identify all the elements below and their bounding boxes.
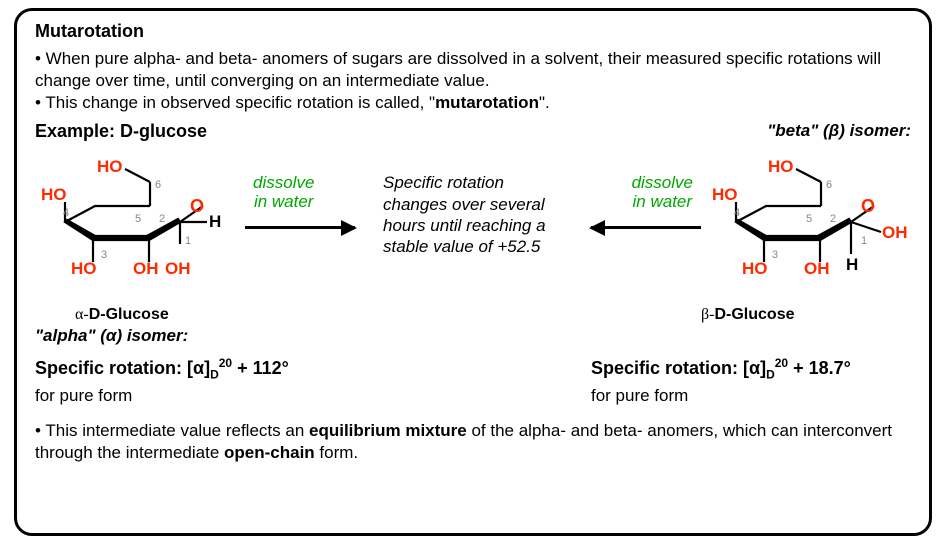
svg-text:1: 1 (185, 235, 191, 247)
svg-text:O: O (190, 196, 204, 216)
alpha-spec-sup: 20 (219, 356, 232, 370)
alpha-prefix: α- (75, 306, 89, 323)
footer-bullet: • This intermediate value reflects an eq… (35, 420, 911, 464)
alpha-spec-rotation: Specific rotation: [α]D20 + 112° (35, 356, 289, 382)
footer-post: form. (315, 443, 358, 462)
svg-text:4: 4 (734, 207, 740, 219)
dissolve-text-left: dissolve in water (253, 173, 314, 211)
content-frame: Mutarotation • When pure alpha- and beta… (14, 8, 932, 536)
arrow-left (245, 226, 355, 229)
svg-text:OH: OH (133, 259, 159, 278)
beta-spec-sym: [α] (743, 358, 766, 378)
beta-prefix: β- (701, 306, 714, 323)
left-mol-labels: α-D-Glucose "alpha" (α) isomer: (35, 304, 295, 346)
alpha-spec-sub: D (210, 368, 219, 382)
alpha-isomer-label: "alpha" (α) isomer: (35, 326, 295, 346)
svg-text:H: H (846, 255, 858, 274)
svg-text:4: 4 (63, 207, 69, 219)
alpha-spec-num: + 112° (232, 358, 289, 378)
bullet-2-bold: mutarotation (435, 93, 539, 112)
bullet-2-post: ". (539, 93, 550, 112)
beta-spec-rotation: Specific rotation: [α]D20 + 18.7° (591, 356, 911, 382)
arrow-right (591, 226, 701, 229)
svg-text:H: H (209, 212, 221, 231)
alpha-spec-prefix: Specific rotation: (35, 358, 187, 378)
beta-glucose-structure: O HO HO OH OH H HO 1 2 3 4 5 6 (706, 144, 911, 304)
title: Mutarotation (35, 21, 911, 42)
alpha-pure: for pure form (35, 386, 289, 406)
alpha-glucose-svg: O HO HO OH OH H HO 1 2 3 4 (35, 144, 240, 294)
beta-spec-sub: D (766, 368, 775, 382)
svg-text:2: 2 (159, 213, 165, 225)
svg-text:2: 2 (830, 213, 836, 225)
bullet-1: • When pure alpha- and beta- anomers of … (35, 48, 911, 92)
beta-name-text: D-Glucose (714, 306, 794, 323)
alpha-glucose-structure: O HO HO OH OH H HO 1 2 3 4 (35, 144, 240, 304)
bullet-2: • This change in observed specific rotat… (35, 92, 911, 114)
right-mol-labels: β-D-Glucose (651, 304, 911, 346)
alpha-name: α-D-Glucose (35, 306, 295, 324)
beta-spec-sup: 20 (775, 356, 788, 370)
beta-glucose-svg: O HO HO OH OH H HO 1 2 3 4 5 6 (706, 144, 911, 294)
spec-left: Specific rotation: [α]D20 + 112° for pur… (35, 356, 289, 406)
svg-text:6: 6 (155, 179, 161, 191)
svg-text:3: 3 (101, 249, 107, 261)
svg-text:6: 6 (826, 179, 832, 191)
mol-names-row: α-D-Glucose "alpha" (α) isomer: β-D-Gluc… (35, 304, 911, 346)
bullet-2-pre: • This change in observed specific rotat… (35, 93, 435, 112)
diagram-row: O HO HO OH OH H HO 1 2 3 4 (35, 144, 911, 304)
dissolve-label-left: dissolve in water (253, 174, 314, 211)
svg-text:OH: OH (804, 259, 830, 278)
example-label: Example: D-glucose (35, 121, 207, 142)
footer-pre: • This intermediate value reflects an (35, 421, 309, 440)
example-row: Example: D-glucose "beta" (β) isomer: (35, 121, 911, 142)
beta-pure: for pure form (591, 386, 911, 406)
svg-text:1: 1 (861, 235, 867, 247)
beta-spec-prefix: Specific rotation: (591, 358, 743, 378)
spec-row: Specific rotation: [α]D20 + 112° for pur… (35, 356, 911, 406)
svg-text:HO: HO (768, 157, 794, 176)
svg-text:HO: HO (97, 157, 123, 176)
beta-spec-num: + 18.7° (788, 358, 851, 378)
dissolve-label-right: dissolve in water (632, 174, 693, 211)
beta-name: β-D-Glucose (701, 306, 911, 324)
footer-b2: open-chain (224, 443, 315, 462)
svg-text:HO: HO (71, 259, 97, 278)
alpha-name-text: D-Glucose (89, 306, 169, 323)
center-text: Specific rotation changes over several h… (383, 172, 563, 257)
svg-text:O: O (861, 196, 875, 216)
svg-text:5: 5 (135, 213, 141, 225)
svg-text:3: 3 (772, 249, 778, 261)
spec-right: Specific rotation: [α]D20 + 18.7° for pu… (591, 356, 911, 406)
svg-text:HO: HO (742, 259, 768, 278)
svg-text:OH: OH (882, 223, 908, 242)
alpha-spec-sym: [α] (187, 358, 210, 378)
dissolve-text-right: dissolve in water (632, 173, 693, 211)
footer-b1: equilibrium mixture (309, 421, 467, 440)
svg-text:HO: HO (712, 185, 738, 204)
svg-text:HO: HO (41, 185, 67, 204)
svg-text:5: 5 (806, 213, 812, 225)
beta-isomer-label: "beta" (β) isomer: (767, 121, 911, 141)
svg-text:OH: OH (165, 259, 191, 278)
